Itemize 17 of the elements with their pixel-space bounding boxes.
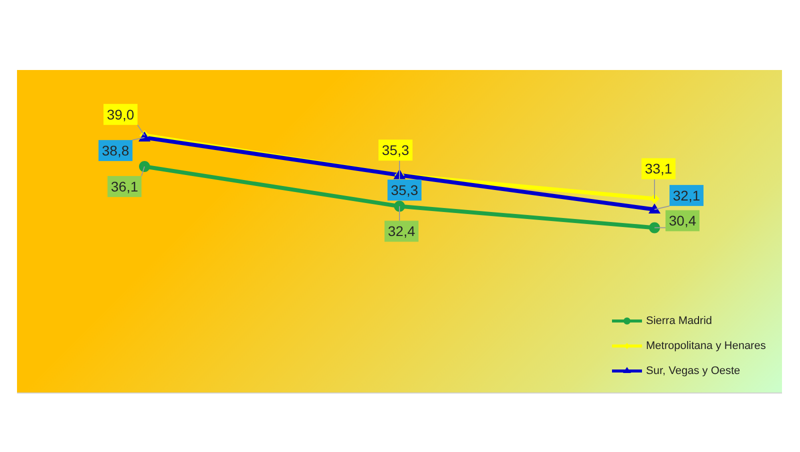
point bbox=[139, 161, 150, 172]
data-label: 39,0 bbox=[106, 106, 134, 122]
point bbox=[394, 200, 405, 212]
data-label: 32,4 bbox=[388, 223, 416, 240]
data-label: 32,1 bbox=[672, 187, 700, 204]
data-label: 35,3 bbox=[390, 182, 418, 198]
point bbox=[650, 194, 660, 204]
point bbox=[648, 203, 660, 214]
legend-label: Metropolitana y Henares bbox=[646, 340, 766, 352]
data-label: 38,8 bbox=[102, 142, 130, 159]
legend-label: Sur, Vegas y Oeste bbox=[646, 364, 740, 376]
data-label: 33,1 bbox=[644, 160, 672, 177]
data-label: 36,1 bbox=[110, 178, 138, 195]
data-label: 35,3 bbox=[382, 142, 410, 158]
data-label: 30,4 bbox=[668, 212, 696, 229]
legend-label: Sierra Madrid bbox=[646, 314, 712, 326]
point bbox=[649, 222, 660, 234]
